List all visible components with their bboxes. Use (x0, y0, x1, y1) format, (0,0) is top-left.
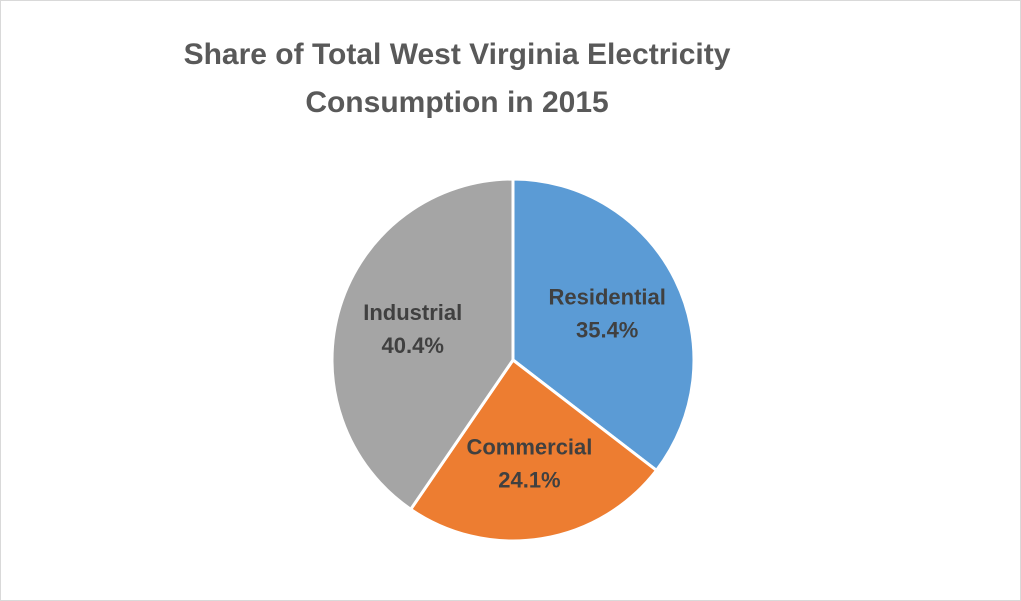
slice-label: Commercial (466, 434, 592, 459)
chart-title: Share of Total West Virginia Electricity… (183, 38, 731, 119)
slice-value: 40.4% (382, 333, 444, 358)
slice-label: Industrial (363, 300, 462, 325)
slice-value: 35.4% (576, 317, 638, 342)
pie-slice (330, 177, 515, 512)
pie-slice (408, 357, 659, 543)
slice-value: 24.1% (498, 467, 560, 492)
slice-label: Residential (548, 284, 665, 309)
pie-slice (511, 177, 696, 473)
